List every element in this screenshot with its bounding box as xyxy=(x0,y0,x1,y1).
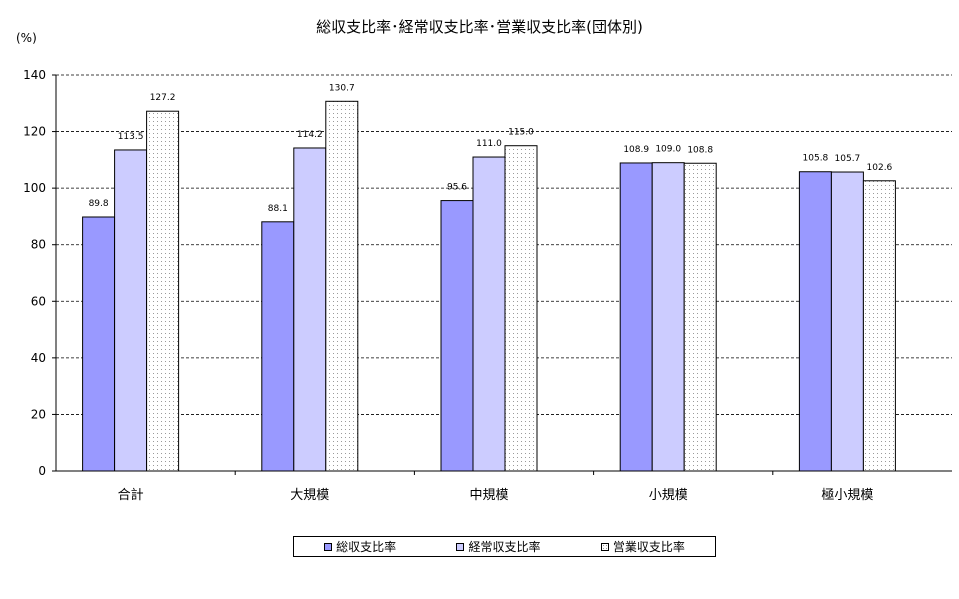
data-label: 105.7 xyxy=(835,154,861,164)
y-tick-label: 140 xyxy=(23,68,46,82)
legend-label: 経常収支比率 xyxy=(468,540,541,554)
bar xyxy=(651,162,685,472)
legend-label: 営業収支比率 xyxy=(612,540,685,554)
axes: 0 20 40 60 80 100 120 140 合計 大規模 中規模 小規模 極小規模 xyxy=(23,68,952,503)
data-label: 113.5 xyxy=(118,132,144,142)
bar xyxy=(862,180,896,472)
data-label: 114.2 xyxy=(297,130,323,140)
legend-swatch xyxy=(456,542,465,551)
data-label: 102.6 xyxy=(867,163,893,173)
y-tick-label: 80 xyxy=(31,238,46,252)
legend: 総収支比率 経常収支比率 営業収支比率 xyxy=(293,536,716,557)
bar xyxy=(293,147,327,472)
chart-title: 総収支比率･経常収支比率･営業収支比率(団体別) xyxy=(316,18,643,36)
bar xyxy=(325,100,359,472)
bar xyxy=(504,145,538,472)
data-label: 108.8 xyxy=(687,145,713,155)
x-category-label: 大規模 xyxy=(290,488,329,503)
data-label: 88.1 xyxy=(268,204,288,214)
y-tick-label: 40 xyxy=(31,351,46,365)
data-label: 127.2 xyxy=(150,93,176,103)
data-label: 108.9 xyxy=(623,145,649,155)
data-labels: 89.8 113.5 127.2 88.1 114.2 130.7 95.6 111.0 115… xyxy=(89,83,893,213)
legend-swatch xyxy=(600,542,609,551)
x-category-label: 合計 xyxy=(118,487,144,503)
y-tick-label: 0 xyxy=(38,464,46,478)
legend-item: 営業収支比率 xyxy=(600,538,685,555)
bar xyxy=(440,200,474,472)
bars xyxy=(82,100,896,472)
y-tick-label: 20 xyxy=(31,407,46,421)
bar xyxy=(619,162,653,472)
y-tick-label: 100 xyxy=(23,181,46,195)
bar xyxy=(683,162,717,472)
x-category-label: 中規模 xyxy=(469,488,508,503)
legend-label: 総収支比率 xyxy=(336,540,397,554)
bar xyxy=(114,149,148,472)
bar xyxy=(798,171,832,472)
legend-item: 総収支比率 xyxy=(324,538,396,555)
data-label: 115.0 xyxy=(508,128,534,138)
data-label: 89.8 xyxy=(89,199,109,209)
x-category-label: 極小規模 xyxy=(821,487,873,503)
y-tick-label: 120 xyxy=(23,125,46,139)
bar xyxy=(261,221,295,472)
data-label: 130.7 xyxy=(329,83,355,93)
data-label: 105.8 xyxy=(803,154,829,164)
data-label: 109.0 xyxy=(655,145,681,155)
legend-item: 経常収支比率 xyxy=(456,538,541,555)
bar xyxy=(472,156,506,472)
y-axis-unit-label: (%) xyxy=(16,31,37,45)
bar xyxy=(146,110,180,472)
bar xyxy=(82,216,116,472)
data-label: 95.6 xyxy=(447,183,467,193)
x-category-label: 小規模 xyxy=(649,488,688,503)
data-label: 111.0 xyxy=(476,139,502,149)
legend-swatch xyxy=(324,542,333,551)
bar xyxy=(830,171,864,472)
y-tick-label: 60 xyxy=(31,294,46,308)
